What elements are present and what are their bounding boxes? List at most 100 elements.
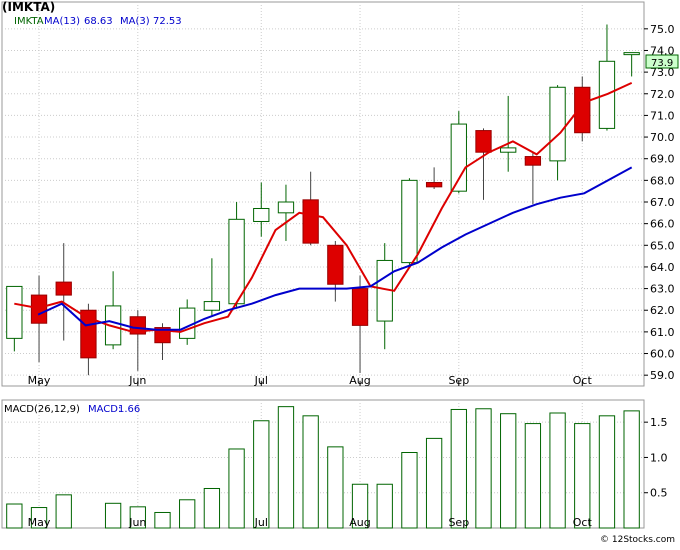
price-y-tick-label: 66.0 xyxy=(650,218,675,231)
ma13-label: MA(13) xyxy=(44,16,80,27)
candle-up xyxy=(253,207,270,222)
macd-bar xyxy=(450,408,467,529)
price-y-tick-label: 61.0 xyxy=(650,326,675,339)
candle-up xyxy=(203,301,221,311)
macd-bar xyxy=(475,408,492,529)
macd-bar xyxy=(401,452,418,529)
macd-value-label: 1.66 xyxy=(118,404,140,415)
candle-down xyxy=(351,288,369,326)
macd-bar xyxy=(129,506,146,529)
candle-up xyxy=(500,147,517,153)
candle-down xyxy=(302,199,319,244)
macd-bar xyxy=(376,483,393,529)
ma3-line xyxy=(14,81,633,333)
candle-down xyxy=(30,294,48,324)
price-panel-frame xyxy=(1,1,645,387)
macd-bar xyxy=(6,503,23,529)
macd-bar xyxy=(104,502,122,529)
macd-x-tick-label: Oct xyxy=(573,516,593,529)
price-y-tick-label: 71.0 xyxy=(650,109,675,122)
macd-bar xyxy=(524,423,542,529)
macd-bar xyxy=(228,448,245,529)
macd-layer xyxy=(6,406,640,529)
macd-name-label: MACD: xyxy=(88,404,121,415)
macd-bar xyxy=(179,499,196,529)
macd-bar xyxy=(55,494,72,529)
macd-bar xyxy=(425,437,443,529)
candle-up xyxy=(277,201,295,214)
price-y-tick-label: 62.0 xyxy=(650,304,675,317)
ma3-label: MA(3) xyxy=(120,16,150,27)
macd-x-tick-label: Sep xyxy=(448,516,469,529)
macd-bar xyxy=(598,415,616,529)
price-y-tick-label: 74.0 xyxy=(650,44,675,57)
macd-y-tick-label: 1.0 xyxy=(650,451,668,464)
candle-down xyxy=(55,281,72,296)
candle-down xyxy=(425,182,443,188)
last-price-label: 73.9 xyxy=(651,58,673,69)
macd-panel-frame xyxy=(1,399,645,529)
macd-x-tick-label: May xyxy=(28,516,51,529)
candle-up xyxy=(623,52,640,56)
macd-bar xyxy=(30,507,48,529)
candle-up xyxy=(6,285,23,339)
price-y-tick-label: 60.0 xyxy=(650,348,675,361)
macd-bar xyxy=(574,423,591,529)
axis-layer: 59.0 60.0 61.0 62.0 63.0 64.0 65.0 66.0 67.0 68.0… xyxy=(28,23,675,529)
price-y-tick-label: 70.0 xyxy=(650,131,675,144)
price-x-tick-label: Oct xyxy=(573,374,593,387)
price-x-tick-label: Jun xyxy=(128,374,146,387)
candle-down xyxy=(574,86,591,134)
macd-x-tick-label: Jun xyxy=(128,516,146,529)
price-y-tick-label: 68.0 xyxy=(650,174,675,187)
macd-bar xyxy=(623,410,640,529)
macd-bar xyxy=(549,412,566,529)
candle-down xyxy=(475,130,492,153)
candle-down xyxy=(327,244,344,285)
last-price-badge xyxy=(645,54,679,69)
price-y-tick-label: 64.0 xyxy=(650,261,675,274)
candle-down xyxy=(80,309,97,359)
ma-ticker-label: IMKTA xyxy=(14,16,44,27)
macd-bar xyxy=(302,415,319,529)
candle-down xyxy=(524,156,542,166)
macd-x-tick-label: Aug xyxy=(349,516,370,529)
macd-bar xyxy=(500,413,517,529)
candle-up xyxy=(450,123,467,192)
price-x-tick-label: Sep xyxy=(448,374,469,387)
ma13-line xyxy=(37,166,633,331)
candle-up xyxy=(228,218,245,305)
price-x-tick-label: May xyxy=(28,374,51,387)
price-y-tick-label: 69.0 xyxy=(650,153,675,166)
price-x-tick-label: Jul xyxy=(254,374,268,387)
macd-bar xyxy=(351,483,369,529)
candle-up xyxy=(104,305,122,346)
macd-bar xyxy=(154,511,171,529)
candle-down xyxy=(129,316,146,335)
price-y-tick-label: 65.0 xyxy=(650,239,675,252)
price-y-tick-label: 59.0 xyxy=(650,369,675,382)
ma3-value: 72.53 xyxy=(153,16,182,27)
candle-up xyxy=(549,86,566,162)
macd-header-label: MACD(26,12,9) xyxy=(4,404,80,415)
price-y-tick-label: 73.0 xyxy=(650,66,675,79)
ma13-value: 68.63 xyxy=(84,16,113,27)
price-x-tick-label: Aug xyxy=(349,374,370,387)
price-y-tick-label: 63.0 xyxy=(650,283,675,296)
macd-y-tick-label: 0.5 xyxy=(650,487,668,500)
macd-bar xyxy=(327,446,344,529)
symbol-label: (IMKTA) xyxy=(2,0,55,14)
ma-layer xyxy=(14,81,633,333)
price-y-tick-label: 67.0 xyxy=(650,196,675,209)
price-y-tick-label: 75.0 xyxy=(650,23,675,36)
watermark: © 12Stocks.com xyxy=(600,535,675,545)
macd-bar xyxy=(277,406,295,529)
macd-x-tick-label: Jul xyxy=(254,516,268,529)
macd-bar xyxy=(203,487,221,529)
macd-y-tick-label: 1.5 xyxy=(650,416,668,429)
grid-layer xyxy=(1,1,645,529)
macd-bar xyxy=(253,420,270,529)
price-y-tick-label: 72.0 xyxy=(650,88,675,101)
